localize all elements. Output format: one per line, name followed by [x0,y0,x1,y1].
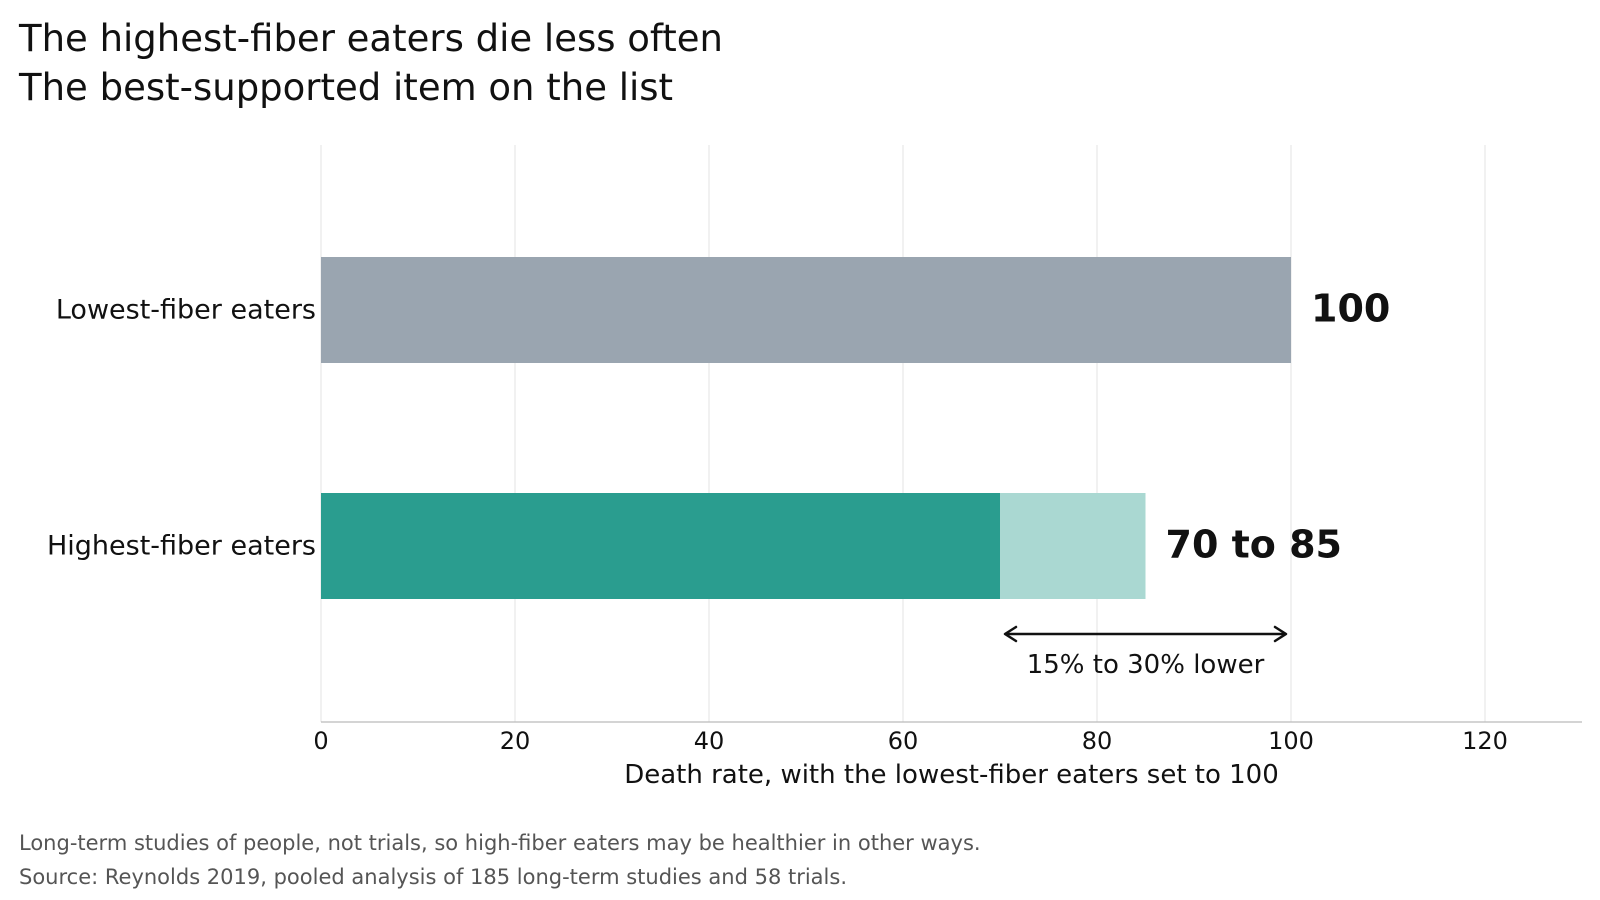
x-tick-label: 60 [888,727,919,755]
x-tick-label: 100 [1268,727,1314,755]
annotation-text: 15% to 30% lower [1027,650,1265,680]
title-block: The highest-fiber eaters die less often … [19,14,723,112]
x-axis-label: Death rate, with the lowest-fiber eaters… [624,760,1279,790]
bar-range-low [321,493,1000,599]
bar-value-label: 70 to 85 [1166,523,1343,567]
x-tick-label: 80 [1082,727,1113,755]
caveat-note: Long-term studies of people, not trials,… [19,831,981,855]
chart-subtitle: The best-supported item on the list [19,66,674,109]
x-tick-label: 0 [313,727,328,755]
bar [321,257,1291,363]
x-tick-label: 120 [1462,727,1508,755]
chart-title: The highest-fiber eaters die less often [19,17,724,60]
bar-chart: 100 Lowest-fiber eaters 70 to 85 Highest-fi… [47,145,1582,790]
bar-value-label: 100 [1311,287,1390,331]
annotation-arrowhead-right [1273,625,1288,643]
x-tick-label: 20 [500,727,531,755]
notes-block: Long-term studies of people, not trials,… [19,826,981,894]
annotation-arrowhead-left [1003,625,1018,643]
category-label: Lowest-fiber eaters [56,295,316,326]
x-tick-label: 40 [694,727,725,755]
category-label: Highest-fiber eaters [47,531,316,562]
bar-range-uncertainty [1000,493,1146,599]
source-note: Source: Reynolds 2019, pooled analysis o… [19,865,848,889]
